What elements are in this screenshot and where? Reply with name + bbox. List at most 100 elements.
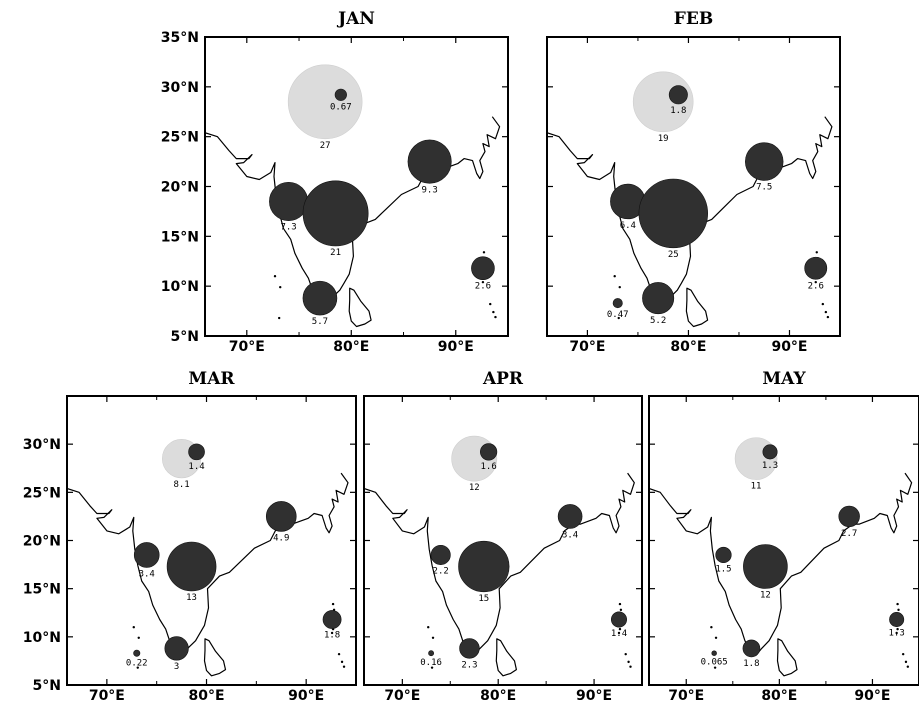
bubble-value-label: 0.47: [607, 310, 629, 320]
island-dot: [277, 316, 281, 320]
bubble-value-label: 1.4: [611, 629, 627, 639]
map-content: 11 1.3 1.5 12 2.7 1.8 0.065 1.3: [649, 437, 913, 691]
island-dot: [717, 689, 719, 691]
island-dot: [713, 666, 717, 669]
coastline: [67, 472, 349, 656]
bubble-value-label: 0.065: [701, 658, 728, 668]
bubble-apr: [428, 650, 435, 657]
island-dot: [137, 636, 140, 639]
lon-tick-label: 90°E: [438, 339, 474, 355]
map-panel-feb: FEB 19 1.8 6.4 25 7.5 5.2 0.47 2.6 70°E 80°E 90°E: [546, 9, 841, 355]
bubble-value-label: 27: [320, 141, 331, 151]
map-frame: [648, 395, 919, 686]
island-dot: [618, 627, 622, 631]
island-dot: [618, 602, 622, 606]
island-dot: [434, 689, 436, 691]
island-dot: [624, 652, 627, 656]
bubble-value-label: 3: [174, 662, 179, 672]
lat-tick-label: 25°N: [161, 130, 199, 146]
island-dot: [337, 652, 341, 656]
bubble-value-label: 4.9: [273, 533, 289, 543]
bubble-value-label: 3.4: [562, 530, 578, 540]
lat-tick-label: 20°N: [23, 534, 61, 550]
bubble-value-label: 0.16: [420, 658, 442, 668]
lon-tick-label: 70°E: [668, 688, 704, 704]
bubble-value-label: 19: [658, 134, 669, 144]
island-dot: [481, 280, 485, 284]
bubble-apr: [459, 638, 480, 659]
panel-title: JAN: [336, 9, 375, 29]
bubble-value-label: 2.3: [461, 660, 477, 670]
bubble-mar: [164, 636, 189, 661]
bubble-may: [742, 639, 761, 658]
island-dot: [489, 302, 492, 306]
bubble-feb: [612, 298, 623, 309]
island-dot: [273, 275, 277, 278]
bubble-feb: [668, 85, 688, 105]
island-dot: [613, 275, 616, 278]
island-dot: [132, 626, 135, 629]
map-content: 27 0.67 7.3 21 9.3 5.7 2.6: [205, 64, 501, 327]
bubble-mar: [188, 443, 205, 461]
lat-tick-label: 15°N: [23, 582, 61, 598]
island-dot: [815, 251, 818, 254]
bubble-value-label: 5.2: [650, 316, 666, 326]
map-frame: [66, 395, 357, 686]
island-dot: [621, 340, 623, 342]
lat-tick-label: 15°N: [161, 229, 199, 245]
bubble-may: [715, 546, 732, 564]
bubble-apr: [557, 504, 583, 529]
bubble-value-label: 0.22: [126, 658, 148, 668]
island-dot: [906, 665, 910, 668]
bubble-feb: [642, 282, 675, 315]
lon-tick-label: 90°E: [288, 688, 324, 704]
bubble-apr: [430, 544, 451, 565]
bubble-value-label: 2.6: [475, 282, 491, 292]
island-dot: [342, 665, 346, 668]
island-dot: [140, 689, 142, 691]
bubble-may: [762, 444, 778, 460]
island-dot: [427, 626, 430, 629]
coastline: [649, 472, 913, 656]
island-dot: [895, 631, 898, 635]
bubble-feb: [638, 178, 708, 249]
lon-tick-label: 70°E: [569, 339, 605, 355]
island-dot: [617, 316, 620, 320]
lon-tick-label: 80°E: [188, 688, 224, 704]
lon-tick-label: 70°E: [89, 688, 125, 704]
bubble-value-label: 21: [330, 248, 341, 258]
bubble-mar: [166, 541, 217, 592]
island-dot: [814, 280, 817, 284]
island-dot: [821, 302, 825, 306]
island-dot: [431, 636, 435, 639]
island-dot: [330, 631, 334, 635]
panel-title: MAY: [762, 369, 806, 389]
coastline: [364, 472, 635, 656]
island-dot: [482, 251, 486, 254]
lat-tick-label: 35°N: [161, 30, 199, 46]
bubble-value-label: 2.2: [433, 567, 449, 577]
lon-tick-label: 80°E: [480, 688, 516, 704]
bubble-jan: [302, 180, 369, 247]
panel-title: MAR: [188, 369, 235, 389]
island-dot: [430, 666, 434, 669]
map-panel-apr: APR 12 1.6 2.2 15 3.4 2.3 0.16 1.4 70°E 80°E 90°E: [363, 369, 643, 704]
bubble-may: [711, 650, 717, 656]
coastline: [205, 116, 501, 306]
island-dot: [340, 660, 344, 664]
bubble-value-label: 5.7: [312, 317, 328, 327]
lon-tick-label: 90°E: [854, 688, 890, 704]
sri-lanka-outline: [495, 638, 518, 677]
lat-tick-label: 10°N: [23, 630, 61, 646]
bubble-value-label: 7.3: [280, 223, 296, 233]
lat-tick-label: 5°N: [33, 678, 61, 694]
island-dot: [619, 608, 623, 612]
bubble-may: [838, 505, 860, 528]
sri-lanka-outline: [685, 287, 709, 328]
map-frame: [363, 395, 643, 686]
sri-lanka-outline: [203, 638, 227, 677]
island-dot: [826, 315, 830, 319]
sri-lanka-outline: [776, 638, 798, 677]
lon-tick-label: 90°E: [576, 688, 612, 704]
bubble-value-label: 9.3: [422, 185, 438, 195]
